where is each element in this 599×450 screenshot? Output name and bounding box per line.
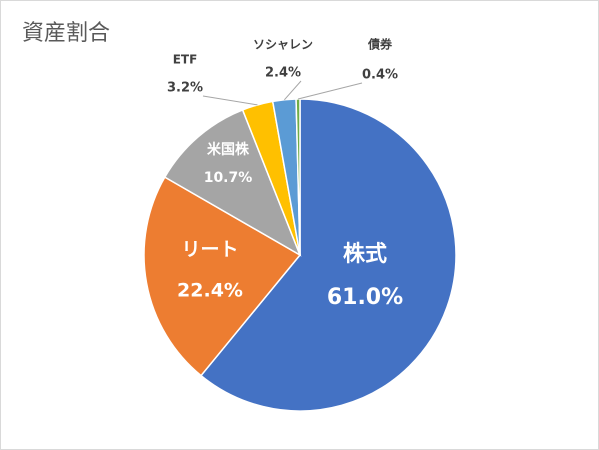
slice-label: ソシャレン	[253, 38, 313, 52]
slice-label: ETF	[173, 53, 198, 67]
slice-label: 米国株	[207, 141, 250, 158]
leader-line	[202, 95, 258, 106]
leader-line	[297, 82, 363, 100]
pie-slice	[163, 108, 302, 257]
value-label: 2.4%	[265, 66, 301, 81]
pie-slice	[199, 98, 457, 412]
chart-title: 資産割合	[22, 21, 110, 46]
value-label: 22.4%	[177, 280, 243, 302]
slice-label: 株式	[343, 242, 387, 267]
leader-line	[283, 80, 302, 101]
value-label: 3.2%	[167, 81, 203, 96]
value-label: 10.7%	[204, 170, 253, 186]
value-label: 0.4%	[362, 68, 398, 83]
value-label: 61.0%	[327, 285, 403, 310]
slice-label: 債券	[367, 37, 393, 52]
slice-label: リート	[181, 239, 238, 261]
pie-slice	[143, 176, 302, 377]
